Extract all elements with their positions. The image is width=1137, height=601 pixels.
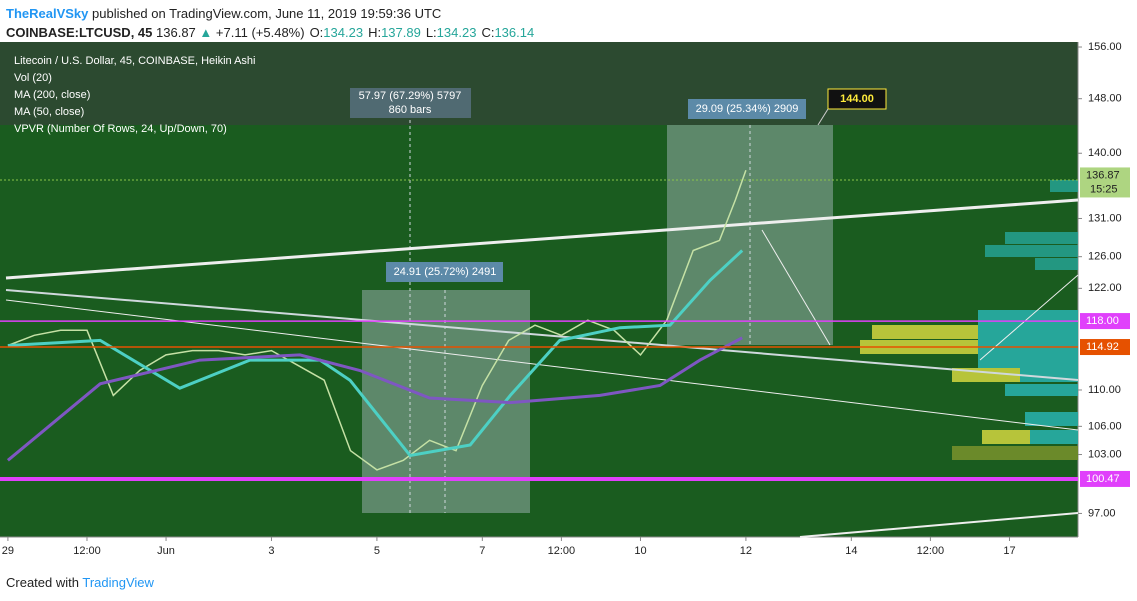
annotation: 29.09 (25.34%) 2909 — [696, 103, 799, 115]
vp-bar — [1025, 412, 1078, 426]
published: published on TradingView.com, June 11, 2… — [92, 6, 442, 21]
vp-bar — [1035, 258, 1078, 270]
series-line — [6, 336, 743, 462]
x-tick-label: 12:00 — [917, 545, 945, 557]
level-label: 114.92 — [1086, 341, 1119, 353]
chart: 57.97 (67.29%) 5797 860 bars 24.91 (25.7… — [0, 40, 1137, 557]
annotation-box — [350, 88, 471, 118]
symbol-line: COINBASE:LTCUSD, 45 136.87 ▲ +7.11 (+5.4… — [6, 23, 534, 42]
trend-line — [979, 274, 1079, 361]
ohlc-value: 137.89 — [381, 25, 421, 40]
ohlc-value: 134.23 — [436, 25, 477, 40]
layer — [0, 169, 1078, 481]
level-label-bg — [1080, 339, 1130, 356]
arrow: ▲ — [199, 25, 213, 40]
x-tick-label: 12:00 — [73, 545, 101, 557]
ohlc: O:134.23 H:137.89 L:134.23 C:136.14 — [305, 25, 535, 40]
ohlc-label: O: — [309, 25, 324, 40]
indicator: MA (200, close) — [14, 89, 90, 101]
annotation: 24.91 (25.72%) 2491 — [394, 266, 497, 278]
y-tick-label: 122.00 — [1088, 282, 1122, 294]
last-price-label: 136.87 — [1086, 169, 1120, 181]
annotation: 57.97 (67.29%) 5797 — [359, 90, 462, 102]
footer: Created with TradingView — [6, 575, 154, 590]
annotation-box — [386, 262, 503, 282]
ohlc-value: 134.23 — [323, 25, 364, 40]
x-tick-label: Jun — [157, 545, 175, 557]
ohlc-label: L: — [425, 25, 437, 40]
series-line — [7, 249, 744, 458]
header-line: TheRealVSky published on TradingView.com… — [6, 4, 534, 23]
trend-line — [5, 198, 1079, 280]
plot-top-band — [0, 42, 1078, 125]
y-tick-label: 131.00 — [1088, 212, 1122, 224]
ohlc-label: H: — [368, 25, 382, 40]
annotation-box — [688, 99, 806, 119]
ohlc-value: 136.14 — [494, 25, 535, 40]
footer-text: Created with — [6, 575, 79, 590]
legend: Litecoin / U.S. Dollar, 45, COINBASE, He… — [14, 55, 256, 135]
ohlc-label: C: — [481, 25, 495, 40]
x-tick-label: 3 — [268, 545, 274, 557]
annotation-pointer — [817, 108, 829, 126]
y-tick-label: 148.00 — [1088, 93, 1122, 105]
y-tick-label: 110.00 — [1088, 384, 1121, 396]
x-tick-label: 5 — [374, 545, 380, 557]
y-tick-label: 140.00 — [1088, 147, 1122, 159]
indicator: Vol (20) — [14, 72, 52, 84]
x-tick-label: 7 — [479, 545, 485, 557]
x-tick-label: 29 — [2, 545, 14, 557]
chart-title: Litecoin / U.S. Dollar, 45, COINBASE, He… — [14, 55, 256, 67]
arrow-line — [761, 229, 831, 346]
vp-bar — [1005, 384, 1078, 396]
level-label-bg — [1080, 313, 1130, 330]
indicator: VPVR (Number Of Rows, 24, Up/Down, 70) — [14, 123, 227, 135]
annotation: 144.00 — [840, 93, 874, 105]
brand[interactable]: TradingView — [82, 575, 154, 590]
x-tick-label: 12 — [740, 545, 752, 557]
level-label: 118.00 — [1086, 315, 1119, 327]
indicator: MA (50, close) — [14, 106, 84, 118]
vp-bar — [952, 446, 1078, 460]
y-tick-label: 103.00 — [1088, 448, 1122, 460]
x-tick-label: 17 — [1003, 545, 1015, 557]
y-tick-label: 106.00 — [1088, 420, 1122, 432]
annotation-box — [827, 88, 887, 110]
header: TheRealVSky published on TradingView.com… — [6, 4, 534, 42]
level-label: 100.47 — [1086, 473, 1120, 485]
volume-profile — [860, 180, 1078, 460]
x-tick-label: 12:00 — [548, 545, 576, 557]
author[interactable]: TheRealVSky — [6, 6, 89, 21]
countdown: 15:25 — [1090, 183, 1118, 195]
y-tick-label: 156.00 — [1088, 41, 1122, 53]
level-label-bg — [1080, 470, 1130, 487]
y-tick-label: 97.00 — [1088, 507, 1116, 519]
annotation: 860 bars — [389, 104, 432, 116]
symbol: COINBASE:LTCUSD, 45 — [6, 25, 153, 40]
vp-bar — [1050, 180, 1078, 192]
vp-bar — [1030, 430, 1078, 444]
trend-line — [5, 289, 1079, 381]
vp-bar — [978, 310, 1078, 370]
vp-bar — [1005, 232, 1078, 244]
price: 136.87 — [156, 25, 196, 40]
vp-bar — [985, 245, 1078, 257]
x-tick-label: 10 — [634, 545, 646, 557]
last-price-bg — [1080, 167, 1130, 198]
change: +7.11 (+5.48%) — [215, 25, 305, 40]
x-tick-label: 14 — [845, 545, 857, 557]
price-axis — [1078, 42, 1137, 537]
y-tick-label: 126.00 — [1088, 251, 1122, 263]
trend-line — [799, 512, 1079, 538]
